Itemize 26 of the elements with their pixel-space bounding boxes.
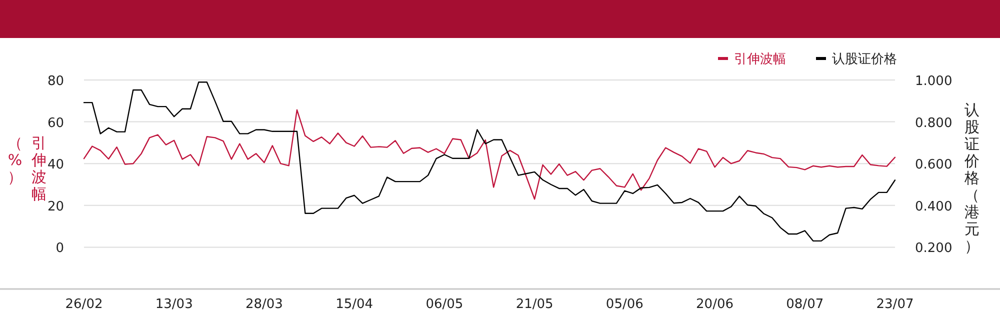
line-series (83, 81, 896, 242)
x-tick-label: 21/05 (516, 297, 554, 312)
x-tick-label: 20/06 (696, 297, 734, 312)
y2-tick-label: 0.800 (915, 116, 952, 131)
x-tick-label: 13/03 (155, 297, 193, 312)
x-tick-label: 28/03 (245, 297, 283, 312)
y-tick-label: 40 (47, 158, 64, 173)
y-tick-label: 0 (56, 241, 64, 256)
y-tick-label: 20 (47, 199, 64, 214)
y-tick-label: 80 (47, 74, 64, 89)
legend-label: 认股证价格 (832, 52, 897, 67)
text: 认股证价格（港元） (964, 101, 980, 255)
x-tick-label: 08/07 (786, 297, 824, 312)
line-series (83, 109, 896, 200)
x-tick-label: 15/04 (336, 297, 374, 312)
x-tick-label: 06/05 (426, 297, 464, 312)
x-tick-label: 23/07 (876, 297, 914, 312)
x-tick-label: 26/02 (65, 297, 103, 312)
y2-tick-label: 0.600 (915, 158, 952, 173)
y2-tick-label: 0.200 (915, 241, 952, 256)
legend-label: 引伸波幅 (734, 52, 786, 67)
y2-tick-label: 1.000 (915, 74, 952, 89)
y-tick-label: 60 (47, 116, 64, 131)
y2-tick-label: 0.400 (915, 199, 952, 214)
text: 引伸波幅（%） (8, 134, 46, 203)
x-tick-label: 05/06 (606, 297, 644, 312)
